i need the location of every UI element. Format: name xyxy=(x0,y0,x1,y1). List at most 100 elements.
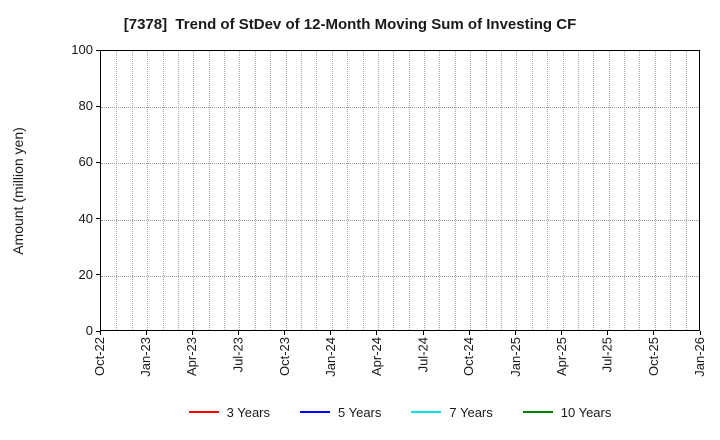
vertical-gridline xyxy=(424,51,426,330)
vertical-gridline xyxy=(408,51,410,330)
vertical-gridline xyxy=(285,51,287,330)
y-axis-title-text: Amount (million yen) xyxy=(10,126,27,255)
x-tick-mark xyxy=(514,331,516,335)
y-tick-mark xyxy=(96,105,100,107)
vertical-gridline xyxy=(670,51,672,330)
legend-line-swatch xyxy=(522,410,553,414)
plot-area xyxy=(100,50,700,331)
vertical-gridline xyxy=(331,51,333,330)
x-tick-label: Jan-24 xyxy=(322,337,338,377)
x-tick-label: Oct-23 xyxy=(276,337,292,377)
y-tick-mark xyxy=(96,218,100,220)
legend-item-10-years: 10 Years xyxy=(522,404,612,420)
y-axis-title: Amount (million yen) xyxy=(6,50,30,331)
legend-label: 7 Years xyxy=(449,404,493,420)
vertical-gridline xyxy=(685,51,687,330)
x-tick-mark xyxy=(99,331,101,335)
vertical-gridline xyxy=(347,51,349,330)
x-tick-label: Jan-26 xyxy=(692,337,707,377)
x-tick-mark xyxy=(607,331,609,335)
x-tick-mark xyxy=(145,331,147,335)
y-tick-label: 80 xyxy=(78,98,93,114)
x-tick-mark xyxy=(284,331,286,335)
vertical-gridline xyxy=(316,51,318,330)
x-tick-mark xyxy=(237,331,239,335)
y-tick-mark xyxy=(96,49,100,51)
vertical-gridline xyxy=(639,51,641,330)
vertical-gridline xyxy=(162,51,164,330)
x-tick-label: Jul-23 xyxy=(230,337,246,373)
x-tick-label: Oct-24 xyxy=(461,337,477,377)
vertical-gridline xyxy=(516,51,518,330)
vertical-gridline xyxy=(593,51,595,330)
x-tick-mark xyxy=(561,331,563,335)
vertical-gridline xyxy=(208,51,210,330)
vertical-gridline xyxy=(362,51,364,330)
x-tick-label: Jan-25 xyxy=(507,337,523,377)
x-tick-label: Apr-23 xyxy=(184,337,200,377)
vertical-gridline xyxy=(301,51,302,330)
x-tick-label: Jan-23 xyxy=(138,337,154,377)
vertical-gridline xyxy=(624,51,626,330)
x-tick-mark xyxy=(468,331,470,335)
y-tick-label: 40 xyxy=(78,210,93,226)
y-tick-mark xyxy=(96,330,100,332)
vertical-gridline xyxy=(439,51,441,330)
vertical-gridline xyxy=(131,51,133,330)
y-tick-label: 60 xyxy=(78,154,93,170)
x-tick-label: Oct-25 xyxy=(645,337,661,377)
vertical-gridline xyxy=(193,51,195,330)
legend-line-swatch xyxy=(411,410,442,414)
vertical-gridline xyxy=(147,51,149,330)
x-tick-mark xyxy=(376,331,378,335)
vertical-gridline xyxy=(270,51,272,330)
vertical-gridline xyxy=(177,51,179,330)
x-tick-label: Apr-25 xyxy=(553,337,569,377)
y-tick-label: 20 xyxy=(78,266,93,282)
vertical-gridline xyxy=(577,51,579,330)
vertical-gridline xyxy=(254,51,256,330)
legend-line-swatch xyxy=(300,410,330,414)
legend-item-3-years: 3 Years xyxy=(188,404,270,420)
x-tick-mark xyxy=(330,331,332,335)
y-tick-mark xyxy=(96,161,100,163)
vertical-gridline xyxy=(224,51,226,330)
y-tick-mark xyxy=(96,274,100,276)
x-tick-label: Jul-25 xyxy=(599,337,615,373)
vertical-gridline xyxy=(654,51,656,330)
vertical-gridline xyxy=(485,51,487,330)
horizontal-gridline xyxy=(101,107,699,109)
vertical-gridline xyxy=(393,51,395,330)
legend-item-5-years: 5 Years xyxy=(300,405,381,420)
vertical-gridline xyxy=(562,51,564,330)
vertical-gridline xyxy=(531,51,533,330)
vertical-gridline xyxy=(454,51,456,330)
vertical-gridline xyxy=(547,51,549,330)
legend-label: 10 Years xyxy=(560,404,612,420)
x-tick-mark xyxy=(191,331,193,335)
vertical-gridline xyxy=(239,51,241,330)
chart-title: [7378] Trend of StDev of 12-Month Moving… xyxy=(123,16,577,33)
x-tick-mark xyxy=(653,331,655,335)
x-tick-mark xyxy=(422,331,424,335)
x-tick-label: Apr-24 xyxy=(368,337,384,377)
vertical-gridline xyxy=(116,51,118,330)
legend-label: 5 Years xyxy=(338,404,382,420)
vertical-gridline xyxy=(470,51,472,330)
x-tick-label: Oct-22 xyxy=(92,337,107,377)
vertical-gridline xyxy=(608,51,610,330)
y-tick-label: 100 xyxy=(71,42,93,57)
horizontal-gridline xyxy=(101,163,699,165)
horizontal-gridline xyxy=(101,219,699,221)
x-tick-mark xyxy=(699,331,701,335)
legend: 3 Years 5 Years 7 Years 10 Years xyxy=(100,402,700,422)
vertical-gridline xyxy=(501,51,502,330)
legend-item-7-years: 7 Years xyxy=(411,404,493,420)
x-tick-label: Jul-24 xyxy=(415,337,431,373)
vertical-gridline xyxy=(377,51,379,330)
legend-line-swatch xyxy=(188,410,219,414)
horizontal-gridline xyxy=(101,275,699,277)
legend-label: 3 Years xyxy=(226,404,270,420)
y-tick-label: 0 xyxy=(85,323,93,338)
